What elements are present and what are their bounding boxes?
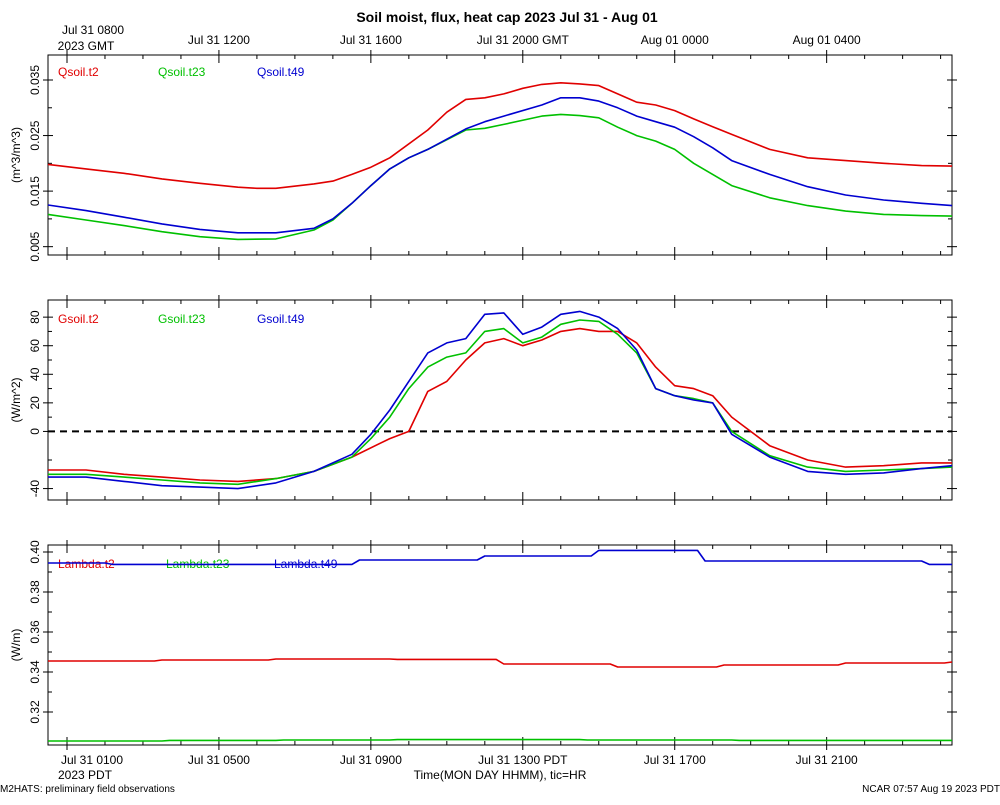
series-qsoil-t2	[47, 82, 953, 190]
panel-3-ylabel: (W/m)	[9, 629, 23, 662]
series-qsoil-t49	[47, 97, 953, 234]
series-lambda-t23	[48, 738, 952, 742]
bottom-axis-first-label-year: 2023 PDT	[58, 768, 113, 782]
panel-2-ytick-label: 0	[28, 428, 42, 435]
footer-right: NCAR 07:57 Aug 19 2023 PDT	[862, 784, 1000, 795]
panel-2-ylabel: (W/m^2)	[9, 378, 23, 423]
panel-1-ytick-label: 0.025	[28, 120, 42, 150]
panel-1-ytick-label: 0.035	[28, 65, 42, 95]
top-axis-label: Aug 01 0400	[793, 33, 861, 47]
bottom-axis-label: Jul 31 0500	[188, 753, 250, 767]
top-axis-first-label-year: 2023 GMT	[58, 39, 115, 53]
top-axis-label: Jul 31 1600	[340, 33, 402, 47]
panel-2-ytick-label: 80	[28, 310, 42, 324]
bottom-axis-label: Jul 31 0900	[340, 753, 402, 767]
panel-2-frame	[47, 299, 953, 501]
bottom-axis-first-label: Jul 31 0100	[61, 753, 123, 767]
series-gsoil-t49	[48, 310, 953, 490]
panel-1-frame	[47, 54, 953, 256]
panel-2-ytick-label: 60	[28, 339, 42, 353]
bottom-axis-label: Jul 31 1700	[644, 753, 706, 767]
top-axis-label: Jul 31 2000 GMT	[477, 33, 570, 47]
legend-gsoil-t23: Gsoil.t23	[158, 312, 206, 326]
top-axis-label: Jul 31 1200	[188, 33, 250, 47]
panel-2-ytick-label: 40	[28, 367, 42, 381]
series-gsoil-t2	[48, 327, 952, 483]
bottom-axis-label: Jul 31 2100	[796, 753, 858, 767]
panel-1-ytick-label: 0.015	[28, 176, 42, 206]
panel-3-ytick-label: 0.32	[28, 700, 42, 724]
panel-2-ytick-label: -40	[28, 480, 42, 498]
legend-qsoil-t23: Qsoil.t23	[158, 65, 206, 79]
footer-left: M2HATS: preliminary field observations	[0, 784, 175, 795]
legend-gsoil-t2: Gsoil.t2	[58, 312, 99, 326]
panel-3-ytick-label: 0.36	[28, 620, 42, 644]
top-axis-first-label: Jul 31 0800	[62, 23, 124, 37]
legend-gsoil-t49: Gsoil.t49	[257, 312, 305, 326]
legend-qsoil-t49: Qsoil.t49	[257, 65, 305, 79]
panel-3-ytick-label: 0.38	[28, 580, 42, 604]
legend-lambda-t2: Lambda.t2	[58, 557, 115, 571]
panel-1-ytick-label: 0.005	[28, 231, 42, 261]
series-gsoil-t23	[48, 319, 953, 486]
top-axis-label: Aug 01 0000	[641, 33, 709, 47]
series-lambda-t49	[48, 549, 952, 566]
panel-2-ytick-label: 20	[28, 396, 42, 410]
panel-1-ylabel: (m^3/m^3)	[9, 127, 23, 183]
panel-3-ytick-label: 0.40	[28, 540, 42, 564]
legend-qsoil-t2: Qsoil.t2	[58, 65, 99, 79]
bottom-axis-label: Jul 31 1300 PDT	[478, 753, 568, 767]
chart-title: Soil moist, flux, heat cap 2023 Jul 31 -…	[356, 9, 658, 25]
panel-3-ytick-label: 0.34	[28, 660, 42, 684]
series-lambda-t2	[48, 658, 953, 668]
x-axis-label: Time(MON DAY HHMM), tic=HR	[414, 768, 587, 782]
series-qsoil-t23	[47, 113, 953, 241]
panel-3-frame	[47, 544, 953, 746]
